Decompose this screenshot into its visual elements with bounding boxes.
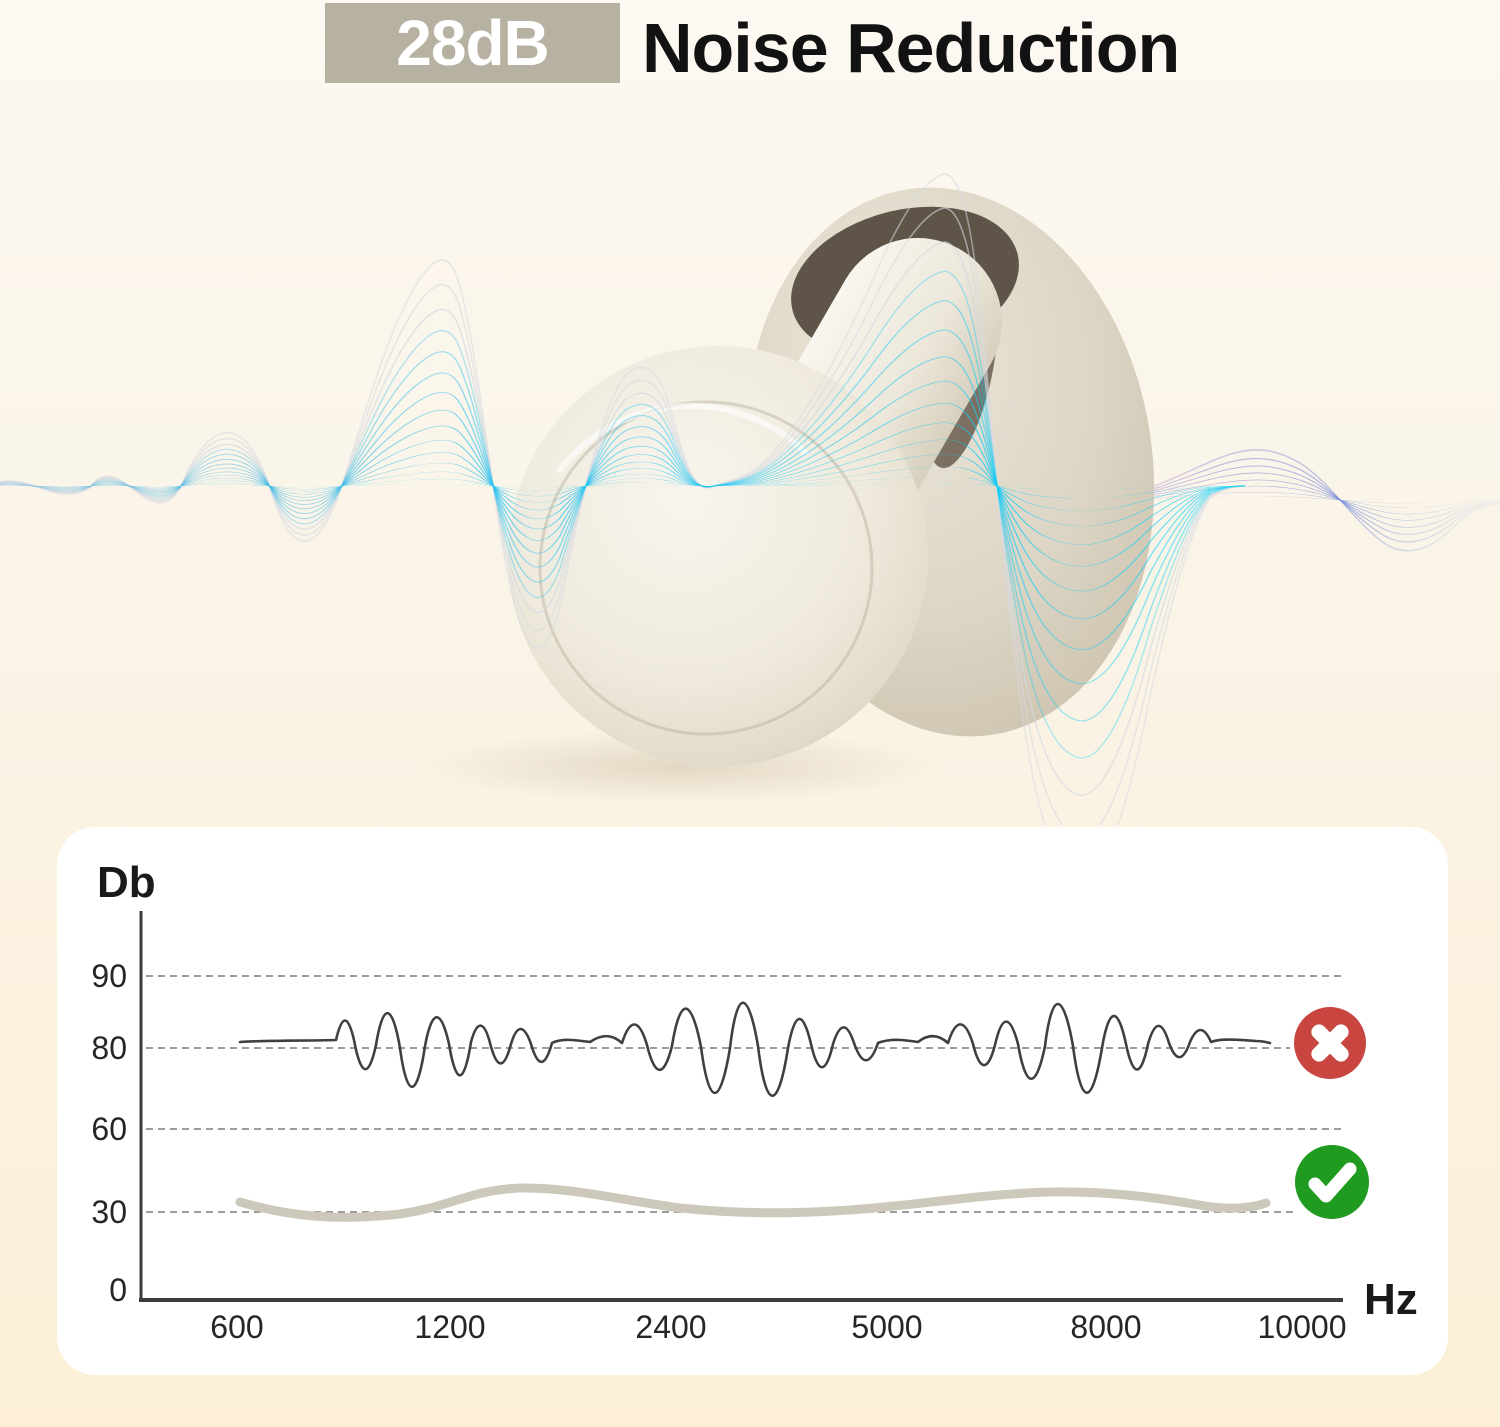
page-title: Noise Reduction [642, 9, 1180, 87]
x-tick-2400: 2400 [635, 1309, 706, 1345]
chart-panel: Db Hz 90 80 60 30 0 600 [57, 827, 1448, 1375]
earplug-dome-rim [538, 400, 874, 736]
x-tick-5000: 5000 [851, 1309, 922, 1345]
earplug-product [508, 187, 1155, 766]
y-tick-80: 80 [91, 1030, 127, 1066]
gridlines [146, 975, 1345, 1213]
x-tick-labels: 600 1200 2400 5000 8000 10000 [210, 1309, 1346, 1345]
original-noise-series [238, 1001, 1272, 1098]
x-tick-600: 600 [210, 1309, 263, 1345]
db-badge: 28dB [325, 3, 620, 83]
y-axis-title: Db [97, 858, 156, 907]
y-tick-labels: 90 80 60 30 0 [91, 958, 127, 1308]
x-tick-10000: 10000 [1258, 1309, 1347, 1345]
y-tick-30: 30 [91, 1194, 127, 1230]
earplug-dome-highlight [557, 402, 808, 473]
frequency-chart: Db Hz 90 80 60 30 0 600 [91, 858, 1418, 1345]
x-tick-8000: 8000 [1070, 1309, 1141, 1345]
x-circle-icon [1294, 1007, 1366, 1079]
header: 28dB Noise Reduction [0, 0, 1500, 110]
hero-illustration [0, 172, 1500, 825]
reduced-noise-series [235, 1183, 1271, 1222]
y-tick-60: 60 [91, 1111, 127, 1147]
earplug-dome [508, 346, 928, 766]
product-shadow [415, 728, 945, 804]
check-circle-icon [1295, 1145, 1369, 1219]
outgoing-sound-wave [1117, 449, 1500, 552]
x-tick-1200: 1200 [414, 1309, 485, 1345]
y-tick-0: 0 [109, 1272, 127, 1308]
y-tick-90: 90 [91, 958, 127, 994]
x-axis-title: Hz [1364, 1275, 1418, 1324]
